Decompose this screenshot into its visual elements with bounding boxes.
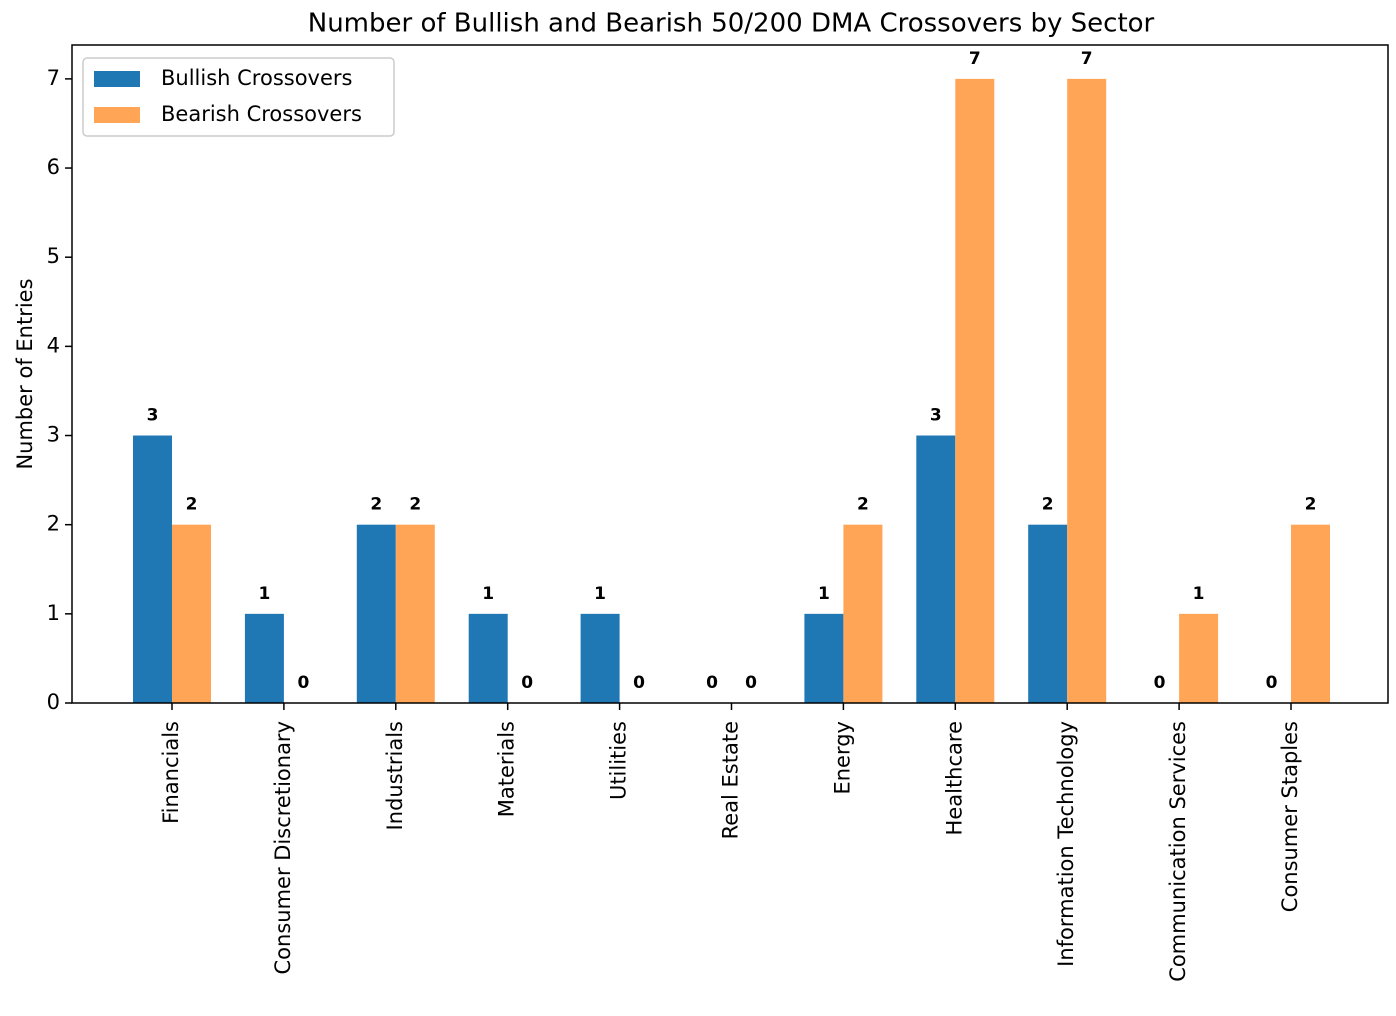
data-label: 7 xyxy=(1081,49,1093,69)
y-tick-label: 1 xyxy=(47,601,60,625)
y-tick-label: 4 xyxy=(47,333,60,357)
legend-swatch xyxy=(94,71,140,87)
data-label: 2 xyxy=(857,495,869,515)
x-tick-label: Information Technology xyxy=(1054,721,1078,967)
x-tick-label: Real Estate xyxy=(719,721,743,839)
chart-title: Number of Bullish and Bearish 50/200 DMA… xyxy=(308,9,1155,39)
y-tick-label: 6 xyxy=(47,155,60,179)
bar xyxy=(395,524,435,703)
bar xyxy=(1028,524,1068,703)
bar xyxy=(133,435,172,703)
data-label: 0 xyxy=(633,673,645,693)
data-label: 2 xyxy=(1305,495,1317,515)
x-tick-label: Financials xyxy=(159,721,183,824)
data-label: 1 xyxy=(1193,584,1205,604)
bar xyxy=(955,78,995,704)
legend-swatch xyxy=(94,107,140,123)
bar xyxy=(1067,78,1107,704)
y-tick-label: 3 xyxy=(47,423,60,447)
x-tick-label: Consumer Discretionary xyxy=(271,721,295,975)
x-tick-label: Consumer Staples xyxy=(1278,721,1302,912)
legend-label: Bearish Crossovers xyxy=(161,102,362,126)
bar xyxy=(244,613,284,703)
data-label: 0 xyxy=(745,673,757,693)
bar xyxy=(172,524,211,703)
x-tick-label: Utilities xyxy=(607,721,631,800)
data-label: 1 xyxy=(594,584,606,604)
data-label: 2 xyxy=(370,495,382,515)
y-tick-label: 0 xyxy=(47,690,60,714)
x-tick-label: Communication Services xyxy=(1166,721,1190,982)
legend-label: Bullish Crossovers xyxy=(161,66,352,90)
data-label: 0 xyxy=(297,673,309,693)
bar xyxy=(1291,524,1330,703)
bar xyxy=(1179,613,1219,703)
data-label: 1 xyxy=(258,584,270,604)
y-axis-label: Number of Entries xyxy=(13,278,37,469)
plot-frame xyxy=(71,44,1389,704)
bar xyxy=(804,613,844,703)
data-label: 2 xyxy=(1042,495,1054,515)
bar xyxy=(916,435,956,703)
y-tick-label: 7 xyxy=(47,66,60,90)
bar xyxy=(468,613,508,703)
data-label: 0 xyxy=(521,673,533,693)
x-tick-label: Materials xyxy=(495,721,519,817)
data-label: 2 xyxy=(186,495,198,515)
x-tick-label: Healthcare xyxy=(942,721,966,835)
x-tick-label: Energy xyxy=(830,721,854,795)
legend-box xyxy=(82,57,395,137)
bar xyxy=(356,524,396,703)
data-label: 0 xyxy=(1266,673,1278,693)
data-label: 1 xyxy=(818,584,830,604)
data-label: 2 xyxy=(409,495,421,515)
data-label: 3 xyxy=(930,406,942,426)
data-label: 1 xyxy=(482,584,494,604)
data-label: 0 xyxy=(706,673,718,693)
bar xyxy=(843,524,883,703)
y-tick-label: 5 xyxy=(47,244,60,268)
bar xyxy=(580,613,620,703)
x-tick-label: Industrials xyxy=(383,721,407,830)
data-label: 0 xyxy=(1154,673,1166,693)
data-label: 7 xyxy=(969,49,981,69)
y-tick-label: 2 xyxy=(47,512,60,536)
data-label: 3 xyxy=(147,406,159,426)
